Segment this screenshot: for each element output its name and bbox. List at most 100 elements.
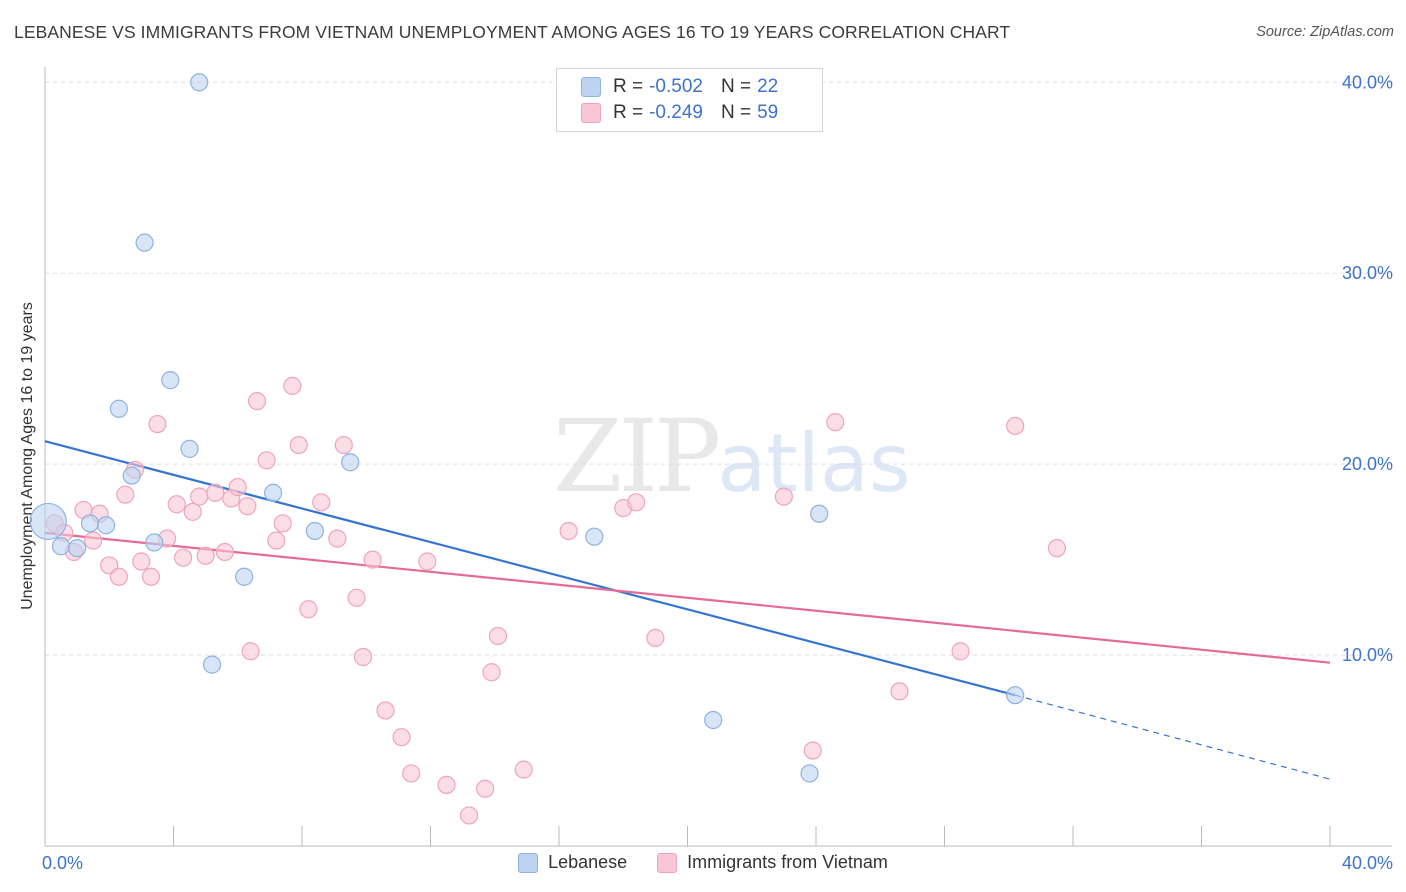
y-tick-label: 20.0% [1342,454,1393,474]
vietnam-point [215,542,234,562]
vietnam-point [774,487,793,506]
lebanese-point [305,521,324,541]
lebanese-trend-line [44,440,1016,697]
vietnam-point [273,514,292,533]
lebanese-point [80,514,100,533]
lebanese-point [800,764,819,783]
vietnam-trend-line [44,531,1331,664]
vietnam-point [238,497,257,516]
axes [44,67,1392,847]
vietnam-point [437,775,456,795]
vietnam-point [167,495,186,514]
vietnam-point [312,493,331,512]
x-tick-label-min: 0.0% [42,853,83,873]
vietnam-point [376,701,395,720]
vietnam-point [174,548,193,567]
vietnam-point [228,477,247,497]
legend-row-vietnam: R = -0.249 N = 59 [581,100,778,126]
vietnam-point [190,487,209,506]
lebanese-point [51,537,71,556]
lebanese-point [341,453,360,472]
watermark-atlas: atlas [717,417,911,510]
vietnam-point [328,529,347,548]
legend-row-lebanese: R = -0.502 N = 22 [581,74,778,100]
legend-r-value: -0.249 [649,102,703,123]
vietnam-point [334,435,353,455]
legend-n-value: 59 [757,102,779,123]
lebanese-point [180,439,199,458]
lebanese-point [109,399,128,418]
vietnam-point [1006,416,1025,436]
lebanese-point [810,504,829,523]
vietnam-point [196,546,215,565]
legend-item-vietnam[interactable]: Immigrants from Vietnam [657,852,888,873]
y-tick-label: 10.0% [1342,645,1393,665]
lebanese-trend-extension [1015,694,1331,780]
vietnam-point [267,531,286,550]
lebanese-point [585,527,604,546]
lebanese-point [135,233,154,252]
vietnam-swatch [657,852,678,873]
vietnam-point [402,764,421,783]
legend-r-value: -0.502 [649,76,703,97]
vietnam-point [514,760,533,779]
vietnam-point [84,531,103,550]
vietnam-point [459,806,479,825]
vietnam-point [109,567,128,586]
tick-labels: 10.0% 20.0% 30.0% 40.0% 0.0% 40.0% [42,72,1393,873]
legend-n-value: 22 [757,76,779,97]
chart-title: LEBANESE VS IMMIGRANTS FROM VIETNAM UNEM… [14,22,1011,42]
vietnam-point [257,451,276,470]
vietnam-point [803,741,822,760]
lebanese-point [202,655,222,674]
lebanese-point [235,567,254,586]
vietnam-point [347,588,366,607]
legend-r-label: R = [613,76,644,97]
vietnam-point [353,647,373,667]
series-legend: Lebanese Immigrants from Vietnam [0,852,1406,873]
vietnam-point [951,642,970,661]
y-tick-label: 40.0% [1342,72,1393,92]
legend-item-lebanese[interactable]: Lebanese [518,852,627,873]
legend-label-lebanese: Lebanese [548,852,628,872]
vietnam-point [132,552,151,571]
vietnam-point [283,376,302,395]
vietnam-point [418,552,437,571]
vietnam-point [488,626,508,646]
lebanese-swatch [581,77,601,97]
lebanese-point [68,539,87,558]
source-credit: Source: ZipAtlas.com [1256,24,1394,40]
vietnam-point [826,413,845,432]
vietnam-point [890,682,909,701]
trend-lines [44,440,1331,780]
data-points [29,73,1067,825]
vietnam-point [1047,539,1067,558]
lebanese-point [190,73,209,92]
lebanese-point [122,466,141,485]
vietnam-point [476,779,495,798]
lebanese-point [1006,686,1025,705]
legend-n-label: N = [720,102,752,123]
vietnam-point [559,521,578,541]
vietnam-swatch [581,103,601,123]
vietnam-point [646,628,665,647]
legend-label-vietnam: Immigrants from Vietnam [687,852,888,872]
vietnam-point [289,435,308,455]
lebanese-point [29,502,67,541]
correlation-legend: R = -0.502 N = 22 R = -0.249 N = 59 [556,68,823,132]
x-tick-label-max: 40.0% [1342,853,1393,873]
vietnam-point [241,642,260,661]
lebanese-point [161,371,180,390]
lebanese-point [145,533,164,552]
vietnam-point [626,493,646,512]
lebanese-point [263,483,283,502]
vietnam-point [363,550,382,569]
vietnam-point [392,728,411,747]
lebanese-point [96,516,116,535]
lebanese-point [704,710,723,730]
legend-r-label: R = [613,102,644,123]
vietnam-point [116,485,135,504]
legend-n-label: N = [720,76,752,97]
vietnam-point [141,567,161,586]
